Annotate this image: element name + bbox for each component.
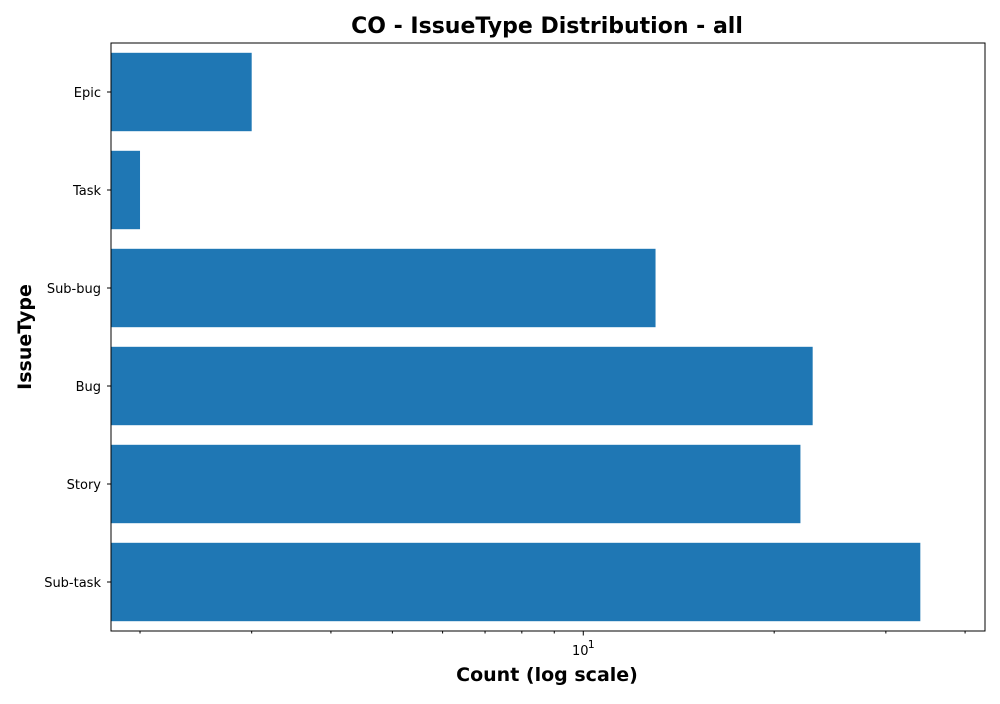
bar-epic xyxy=(111,52,252,132)
bar-bug xyxy=(111,346,813,426)
bar-story xyxy=(111,444,801,524)
y-tick-label: Sub-bug xyxy=(47,282,101,297)
chart-title: CO - IssueType Distribution - all xyxy=(351,14,743,39)
x-axis-label: Count (log scale) xyxy=(456,664,638,686)
y-tick-label: Epic xyxy=(74,86,101,101)
y-tick-label: Bug xyxy=(76,380,101,395)
x-tick-exponent: 1 xyxy=(588,638,595,651)
bar-sub-bug xyxy=(111,248,656,328)
y-tick-label: Task xyxy=(72,184,102,199)
y-tick-label: Sub-task xyxy=(44,576,101,591)
bar-sub-task xyxy=(111,542,921,622)
y-axis-label: IssueType xyxy=(14,284,36,390)
x-tick-label: 10 xyxy=(572,644,589,659)
plot-frame xyxy=(110,42,986,632)
bars-layer xyxy=(111,52,921,622)
ticks-layer: Epic Task Sub-bug Bug Story Sub-task 10 1 xyxy=(44,86,966,659)
bar-task xyxy=(111,150,141,230)
y-tick-label: Story xyxy=(67,478,102,493)
